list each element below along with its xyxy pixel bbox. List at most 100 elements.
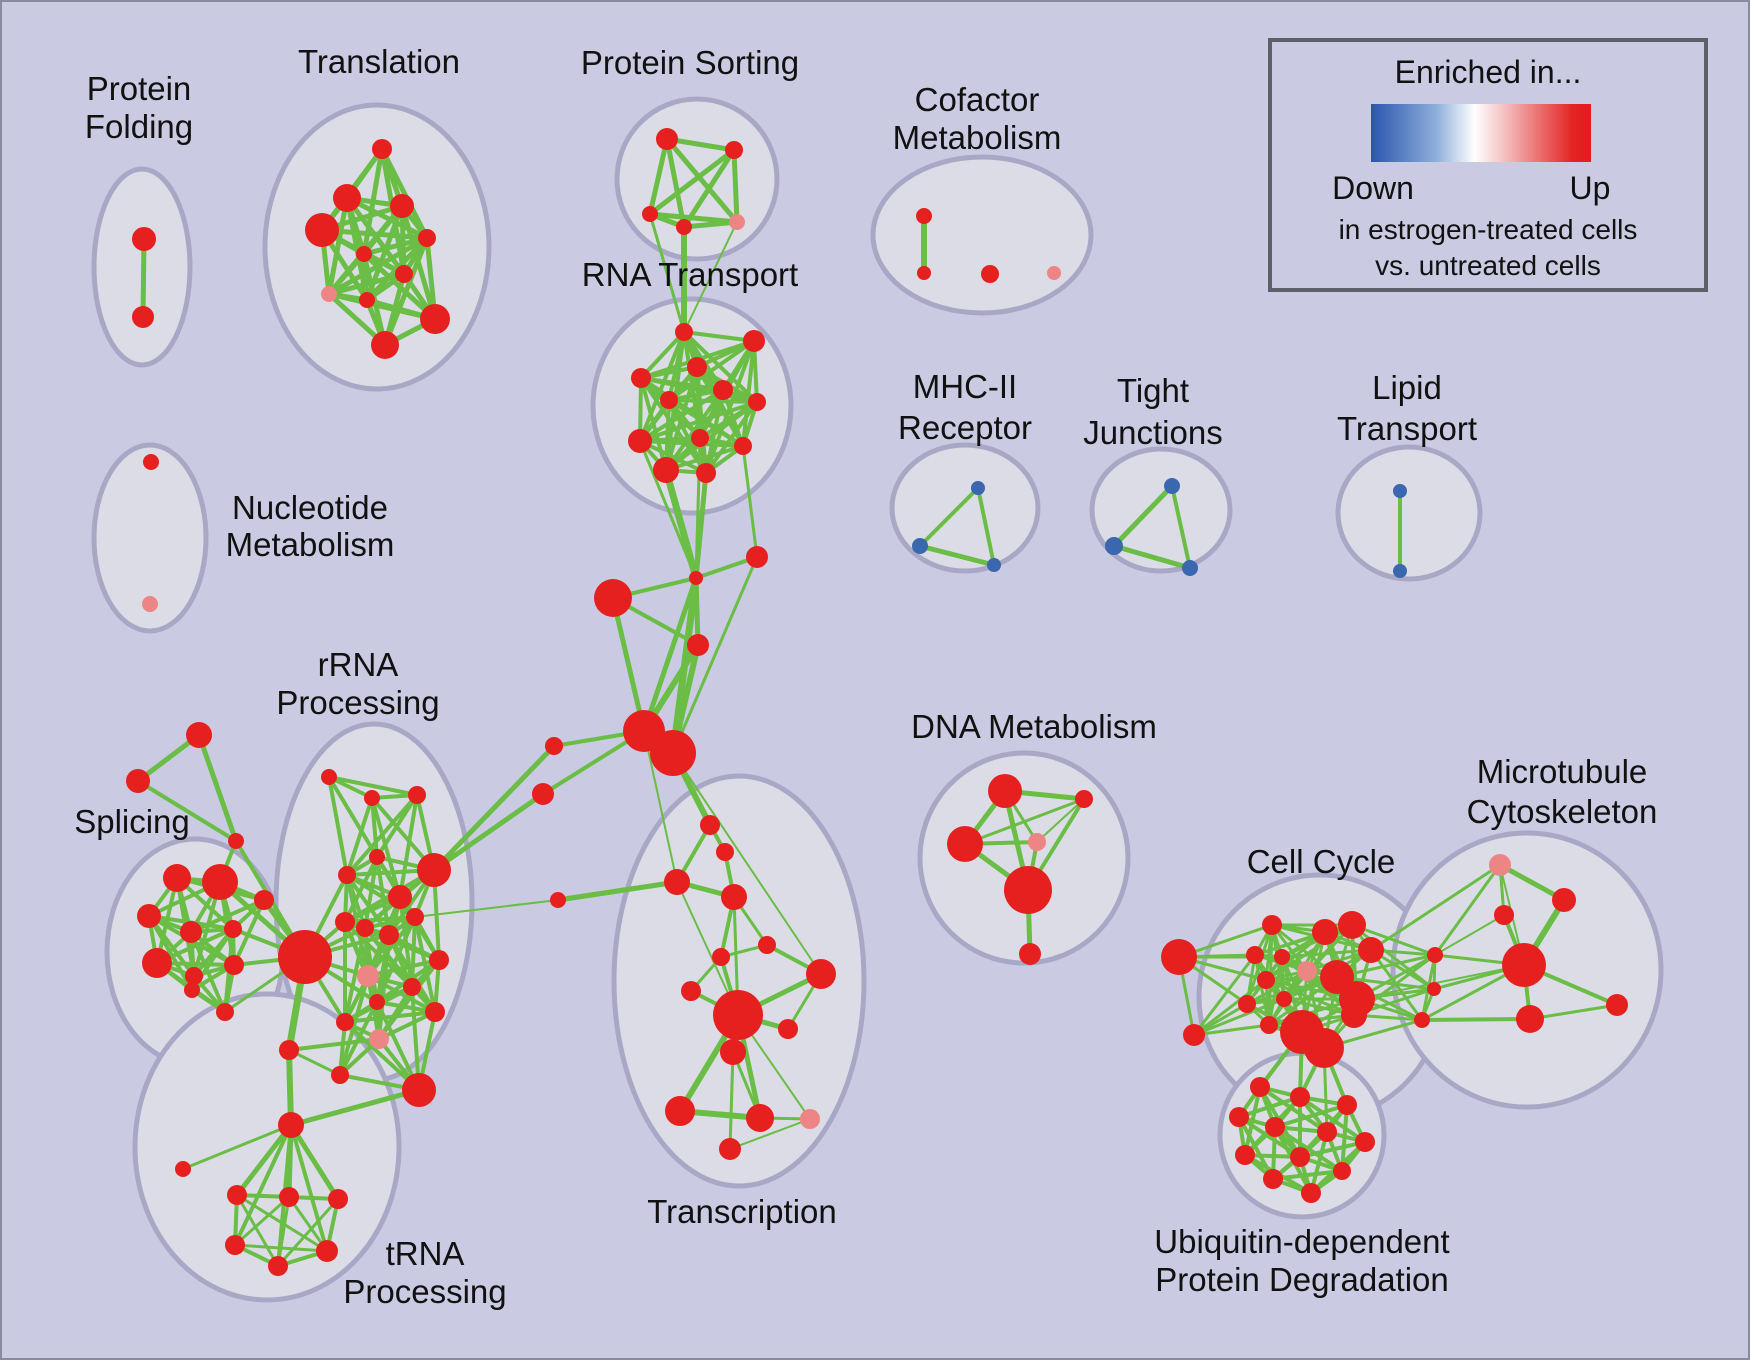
edge-cell_cycle — [1245, 969, 1309, 1006]
node-protein_sorting-0 — [656, 128, 678, 150]
edge-translation — [379, 146, 430, 241]
node-transcription-5 — [712, 948, 730, 966]
legend-caption-line2: vs. untreated cells — [1375, 250, 1601, 281]
edge-rna_transport — [704, 400, 759, 475]
node-splicing-7 — [185, 967, 203, 985]
node-rna_transport-3 — [631, 368, 651, 388]
node-cell_cycle-4 — [1338, 911, 1366, 939]
edge-rrna — [327, 775, 379, 859]
edge-inter — [431, 791, 546, 873]
node-splicing-5 — [254, 890, 274, 910]
node-transcription-3 — [721, 884, 747, 910]
legend-gradient-bar — [1371, 104, 1591, 162]
node-translation-5 — [356, 246, 372, 262]
node-tight_junctions-1 — [1105, 537, 1123, 555]
node-ubiquitin-1 — [1290, 1087, 1310, 1107]
edge-translation — [361, 235, 430, 257]
node-trna-7 — [316, 1240, 338, 1262]
node-splicing-3 — [180, 921, 202, 943]
node-protein_sorting-4 — [729, 214, 745, 230]
edge-protein_sorting — [647, 211, 740, 225]
node-rna_transport-11 — [696, 463, 716, 483]
node-rrna-13 — [403, 978, 421, 996]
cluster-label-cofactor: Cofactor Metabolism — [893, 81, 1062, 156]
node-rrna-14 — [369, 994, 385, 1010]
node-translation-8 — [359, 292, 375, 308]
node-rrna-16 — [336, 1013, 354, 1031]
cluster-label-protein_sorting: Protein Sorting — [581, 44, 799, 81]
node-central-5 — [650, 730, 696, 776]
node-cell_cycle-0 — [1161, 939, 1197, 975]
legend-up-label: Up — [1569, 170, 1611, 206]
edge-rrna — [366, 958, 441, 978]
node-dna-2 — [947, 826, 983, 862]
nodes — [126, 128, 1628, 1276]
group-ellipse-nucleotide — [91, 442, 209, 634]
node-cell_cycle-18 — [1414, 1012, 1430, 1028]
edge-translation — [326, 271, 407, 297]
edge-rna_transport — [664, 444, 745, 472]
edge-rrna — [375, 915, 417, 1004]
node-transcription-11 — [720, 1039, 746, 1065]
edge-rna_transport — [638, 439, 708, 475]
node-ubiquitin-7 — [1235, 1145, 1255, 1165]
node-translation-0 — [372, 139, 392, 159]
group-ellipse-mhc — [889, 442, 1041, 574]
edge-inter — [672, 752, 822, 975]
node-central-7 — [532, 783, 554, 805]
node-cell_cycle-8 — [1257, 971, 1275, 989]
node-central-2 — [594, 579, 632, 617]
edge-cell_cycle — [1280, 948, 1373, 959]
node-ubiquitin-3 — [1229, 1107, 1249, 1127]
cluster-label-cell_cycle: Cell Cycle — [1247, 843, 1396, 880]
node-rrna-2 — [408, 786, 426, 804]
edge-trna — [289, 1123, 329, 1253]
edge-rrna — [398, 793, 419, 899]
cluster-label-nucleotide: Nucleotide Metabolism — [226, 489, 395, 563]
edge-inter — [662, 466, 700, 582]
node-central-1 — [746, 546, 768, 568]
node-rna_transport-0 — [675, 323, 693, 341]
edge-tight_junctions — [1111, 483, 1175, 549]
edge-protein_sorting — [647, 136, 670, 217]
node-trna-4 — [279, 1187, 299, 1207]
node-rna_transport-7 — [691, 429, 709, 447]
node-trna-8 — [268, 1256, 288, 1276]
edge-trna — [235, 1193, 280, 1268]
node-rna_transport-9 — [734, 437, 752, 455]
edge-cell_cycle — [1192, 1023, 1271, 1037]
edge-rrna — [377, 985, 414, 1041]
edge-transcription — [729, 1118, 811, 1150]
node-trna-0 — [279, 1040, 299, 1060]
edge-trna — [276, 1195, 291, 1268]
edge-transcription — [728, 1050, 735, 1151]
edge-dna — [963, 797, 1086, 846]
edge-rna_transport — [638, 439, 745, 448]
node-cell_cycle-15 — [1304, 1028, 1344, 1068]
node-trna-3 — [227, 1185, 247, 1205]
node-translation-10 — [371, 331, 399, 359]
node-microtubule-0 — [1489, 854, 1511, 876]
node-cell_cycle-9 — [1238, 995, 1256, 1013]
node-trna-2 — [175, 1161, 191, 1177]
node-cofactor-0 — [916, 208, 932, 224]
edge-mhc — [918, 486, 980, 548]
edge-inter — [1433, 863, 1502, 957]
node-rrna-8 — [356, 919, 374, 937]
node-rrna-17 — [369, 1029, 389, 1049]
node-microtubule-4 — [1606, 994, 1628, 1016]
cluster-label-protein_folding: Protein Folding — [85, 70, 193, 145]
cluster-label-rrna: rRNA Processing — [276, 646, 439, 721]
node-translation-6 — [395, 265, 413, 283]
edge-rna_transport — [667, 398, 759, 404]
node-rna_transport-6 — [748, 393, 766, 411]
edge-inter — [287, 1037, 381, 1052]
node-dna-3 — [1028, 833, 1046, 851]
edge-tight_junctions — [1111, 543, 1193, 571]
node-triangle-1 — [126, 769, 150, 793]
node-ubiquitin-0 — [1250, 1077, 1270, 1097]
edge-rna_transport — [638, 400, 759, 443]
edge-rrna — [338, 1000, 379, 1077]
edge-mhc — [917, 543, 997, 568]
edge-inter — [1420, 1017, 1532, 1022]
